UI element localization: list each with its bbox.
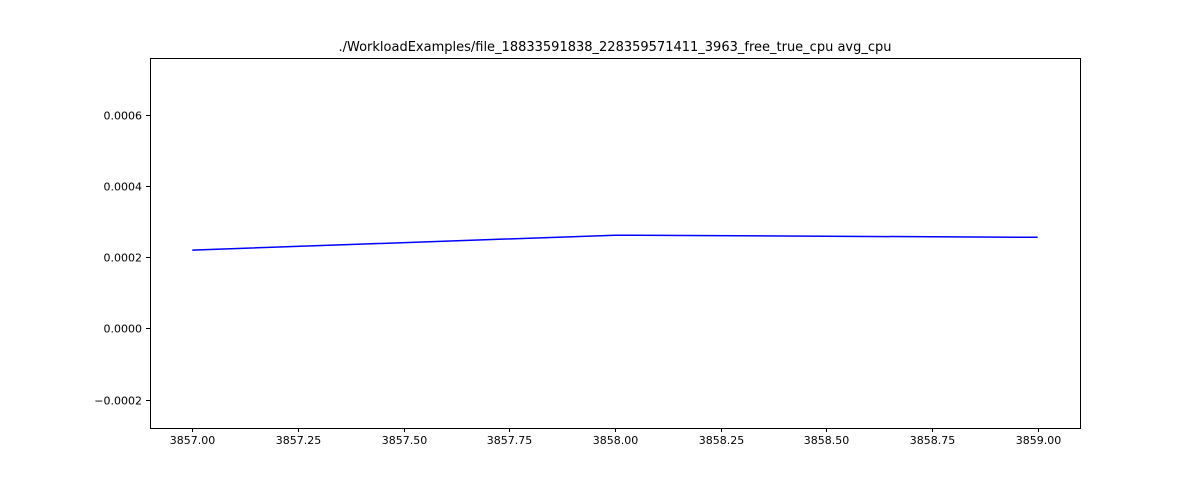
series-layer <box>192 234 1038 251</box>
x-tick-label: 3858.50 <box>804 434 850 447</box>
x-tick-label: 3857.50 <box>382 434 428 447</box>
x-tick-label: 3858.00 <box>593 434 639 447</box>
y-tick-label: 0.0002 <box>104 252 143 265</box>
x-tick-label: 3857.00 <box>170 434 216 447</box>
chart-title: ./WorkloadExamples/file_18833591838_2283… <box>338 40 891 55</box>
y-tick-label: 0.0006 <box>104 110 143 123</box>
x-tick-label: 3858.25 <box>699 434 745 447</box>
plot-frame <box>150 58 1081 429</box>
x-axis: 3857.00 3857.25 3857.50 3857.75 3858.00 3858.… <box>170 428 1062 447</box>
y-axis: −0.0002 0.0000 0.0002 0.0004 0.0006 <box>94 110 150 408</box>
y-tick-label: 0.0000 <box>104 323 143 336</box>
x-tick-label: 3857.75 <box>487 434 533 447</box>
y-tick-label: −0.0002 <box>94 395 142 408</box>
x-tick-label: 3857.25 <box>276 434 322 447</box>
series-line <box>192 234 1038 251</box>
x-tick-label: 3859.00 <box>1016 434 1062 447</box>
x-tick-label: 3858.75 <box>910 434 956 447</box>
y-tick-label: 0.0004 <box>104 181 143 194</box>
